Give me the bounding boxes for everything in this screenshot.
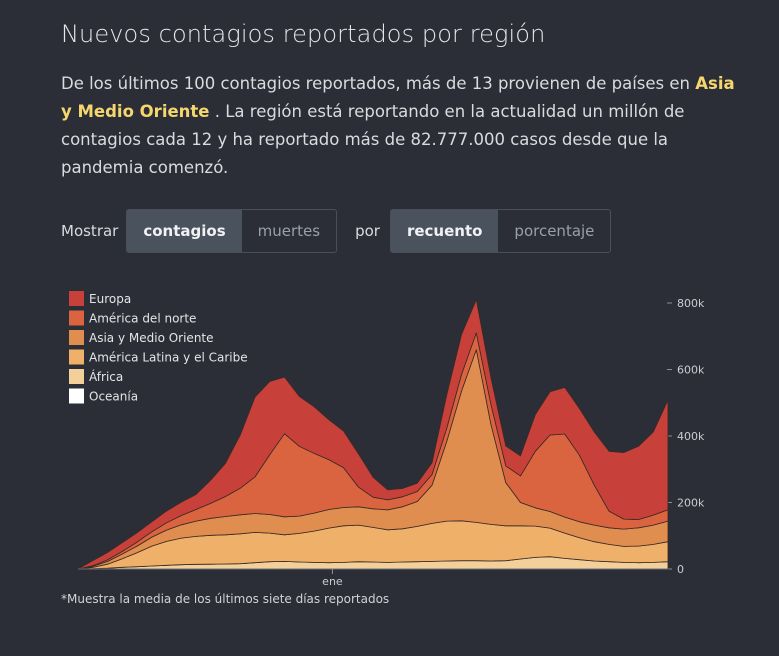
legend-swatch [69, 349, 84, 365]
legend-label: Asia y Medio Oriente [89, 331, 214, 345]
count-button[interactable]: recuento [390, 210, 499, 252]
summary-paragraph: De los últimos 100 contagios reportados,… [61, 70, 751, 182]
metric-toggle: contagios muertes [126, 209, 338, 253]
page-title: Nuevos contagios reportados por región [61, 20, 546, 48]
cases-button[interactable]: contagios [127, 210, 242, 252]
area-europa [77, 299, 669, 570]
legend-label: Europa [89, 292, 131, 306]
legend-swatch [69, 369, 84, 384]
legend-label: Oceanía [89, 390, 138, 404]
x-tick-label: ene [322, 575, 343, 588]
y-tick-label: 400k [677, 430, 705, 443]
y-tick-label: 600k [677, 364, 705, 377]
y-tick-label: 0 [677, 563, 684, 576]
legend-swatch [69, 330, 84, 345]
legend-label: África [89, 369, 123, 384]
stacked-area-chart: 0 200k 400k 600k 800k ene Europa América del no… [69, 291, 705, 588]
legend-swatch [69, 291, 84, 306]
legend-swatch [69, 388, 84, 404]
show-label: Mostrar [61, 222, 119, 240]
legend-swatch [69, 310, 84, 326]
summary-text-start: De los últimos 100 contagios reportados,… [61, 74, 696, 93]
y-tick-label: 800k [677, 297, 705, 310]
summary-text-end: . La región está reportando en la actual… [61, 102, 685, 177]
by-label: por [355, 222, 380, 240]
footnote: *Muestra la media de los últimos siete d… [61, 592, 390, 606]
highlighted-region: Asia y Medio Oriente [61, 74, 735, 121]
deaths-button[interactable]: muertes [242, 210, 336, 252]
chart-controls: Mostrar contagios muertes por recuento p… [61, 209, 612, 253]
legend-label: América del norte [89, 312, 196, 326]
y-tick-label: 200k [677, 497, 705, 510]
percentage-button[interactable]: porcentaje [498, 210, 610, 252]
mode-toggle: recuento porcentaje [389, 209, 612, 253]
legend-label: América Latina y el Caribe [89, 351, 248, 365]
